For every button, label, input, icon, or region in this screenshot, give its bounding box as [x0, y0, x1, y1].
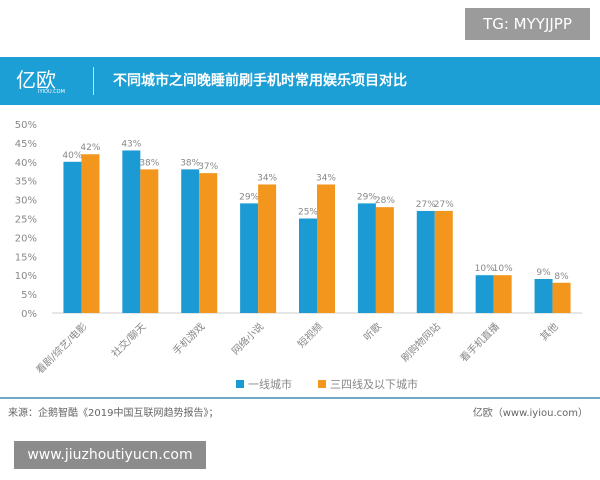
data-label: 42% [80, 143, 100, 153]
x-tick-label: 手机游戏 [170, 320, 207, 357]
y-tick-label: 50% [15, 120, 37, 131]
y-tick-label: 20% [15, 233, 37, 244]
watermark-bottom: www.jiuzhoutiyucn.com [14, 441, 206, 469]
bar-tier1 [181, 169, 200, 313]
site-text: 亿欧（www.iyiou.com） [472, 408, 588, 419]
x-tick-label: 社交/聊天 [109, 320, 149, 360]
y-tick-label: 40% [15, 158, 37, 169]
y-tick-label: 35% [15, 177, 37, 188]
x-tick-label: 其他 [537, 320, 560, 343]
bar-tier1 [299, 218, 317, 313]
bar-tier3 [493, 275, 512, 313]
data-label: 8% [554, 272, 569, 282]
data-label: 34% [316, 173, 336, 183]
bar-tier1 [416, 210, 435, 313]
bar-tier1 [534, 278, 553, 313]
bar-tier3 [552, 282, 571, 313]
data-label: 10% [493, 264, 513, 274]
y-tick-label: 25% [15, 215, 37, 226]
bar-tier1 [475, 275, 494, 313]
bar-tier3 [434, 210, 453, 313]
x-tick-label: 刷购物网站 [398, 320, 443, 365]
data-label: 38% [139, 158, 159, 168]
legend-label: 三四线及以下城市 [330, 377, 418, 391]
y-tick-label: 30% [15, 196, 37, 207]
chart-header: 亿欧 IYIOU.COM 不同城市之间晚睡前刷手机时常用娱乐项目对比 [0, 57, 600, 105]
x-tick-label: 看剧/综艺/电影 [33, 320, 89, 376]
data-label: 29% [357, 192, 377, 202]
x-tick-label: 短视频 [295, 320, 325, 350]
bar-tier3 [199, 173, 218, 313]
watermark-top: TG: MYYJJPP [465, 8, 590, 40]
legend-label: 一线城市 [248, 377, 292, 391]
data-label: 40% [62, 151, 82, 161]
x-tick-label: 听歌 [361, 320, 384, 343]
data-label: 27% [416, 200, 436, 210]
data-label: 34% [257, 173, 277, 183]
data-label: 37% [198, 162, 218, 172]
source-text: 来源：企鹅智酷《2019中国互联网趋势报告》； [8, 408, 219, 419]
y-tick-label: 45% [15, 139, 37, 150]
logo: 亿欧 IYIOU.COM [16, 68, 65, 95]
y-tick-label: 5% [21, 290, 37, 301]
bar-tier3 [81, 154, 100, 313]
bar-tier3 [258, 184, 277, 313]
bar-tier1 [63, 161, 82, 313]
data-label: 43% [121, 139, 141, 149]
bar-tier3 [375, 207, 394, 313]
legend-swatch [318, 380, 326, 388]
divider [0, 397, 600, 399]
chart-title: 不同城市之间晚睡前刷手机时常用娱乐项目对比 [113, 73, 407, 89]
data-label: 9% [536, 268, 551, 278]
data-label: 10% [475, 264, 495, 274]
y-tick-label: 10% [15, 271, 37, 282]
data-label: 38% [180, 158, 200, 168]
bar-tier1 [122, 150, 141, 313]
legend-swatch [236, 380, 244, 388]
x-tick-label: 看手机直播 [457, 320, 502, 365]
data-label: 29% [239, 192, 259, 202]
x-tick-label: 网络小说 [229, 320, 266, 357]
bar-tier3 [140, 169, 159, 313]
bar-tier3 [317, 184, 335, 313]
divider [93, 67, 94, 95]
y-tick-label: 0% [21, 309, 37, 320]
bar-tier1 [240, 203, 259, 313]
y-tick-label: 15% [15, 252, 37, 263]
bar-chart: 0%5%10%15%20%25%30%35%40%45%50%40%42%看剧/… [15, 120, 582, 391]
data-label: 28% [375, 196, 395, 206]
bar-tier1 [357, 203, 376, 313]
data-label: 25% [298, 208, 318, 218]
data-label: 27% [434, 200, 454, 210]
